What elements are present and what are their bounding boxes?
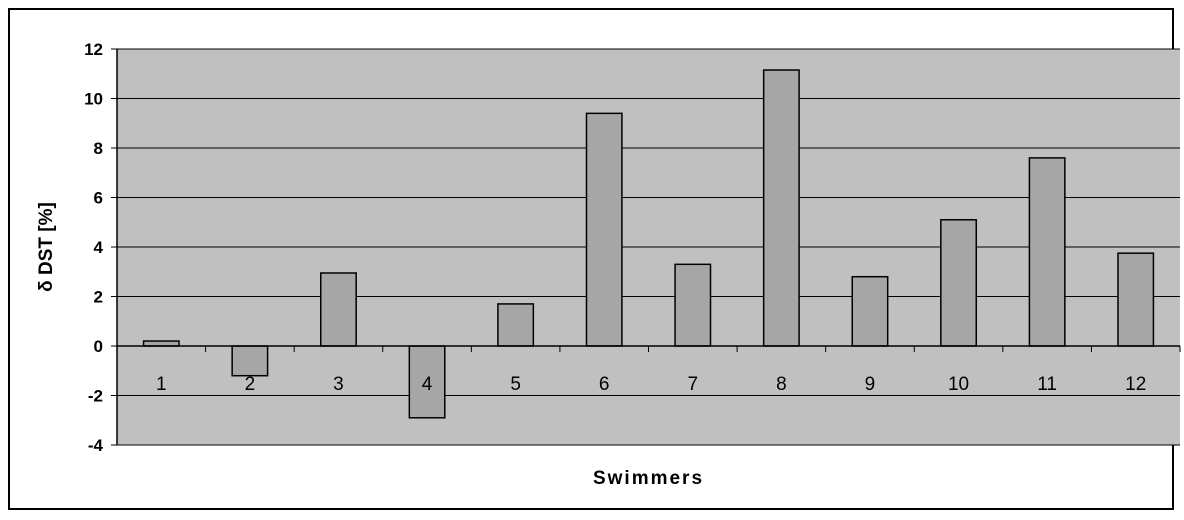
bar	[940, 219, 978, 347]
y-tick-label: 12	[84, 40, 103, 59]
bar	[674, 263, 712, 347]
bar	[851, 275, 889, 347]
y-tick-label: -4	[88, 436, 104, 455]
x-tick-label: 9	[865, 374, 876, 395]
y-axis-ticks: -4 -2 0 2 4 6 8 10 12	[84, 40, 117, 455]
bar	[762, 69, 800, 347]
x-axis-ticks	[116, 346, 1181, 352]
y-tick-label: 4	[94, 238, 104, 257]
category-labels: 1 2 3 4 5 6 7 8 9 10 11 12	[156, 374, 1146, 395]
x-tick-label: 11	[1037, 374, 1057, 395]
bar	[231, 345, 269, 377]
x-tick-label: 2	[245, 374, 256, 395]
x-tick-label: 12	[1125, 374, 1146, 395]
x-axis-title: Swimmers	[593, 468, 704, 489]
bar	[1117, 252, 1155, 347]
x-tick-label: 1	[156, 374, 167, 395]
y-tick-label: 8	[94, 139, 103, 158]
x-tick-label: 3	[333, 374, 344, 395]
bar	[585, 112, 623, 347]
x-tick-label: 4	[422, 374, 433, 395]
y-axis-title: δ DST [%]	[36, 202, 57, 292]
y-tick-label: 2	[94, 288, 103, 307]
x-tick-label: 10	[948, 374, 969, 395]
y-tick-label: -2	[88, 387, 103, 406]
bar	[1028, 157, 1066, 347]
bar	[319, 272, 357, 347]
x-tick-label: 5	[510, 374, 521, 395]
bar	[408, 345, 446, 419]
y-tick-label: 0	[94, 337, 103, 356]
x-tick-label: 6	[599, 374, 610, 395]
y-tick-label: 6	[94, 189, 103, 208]
bar	[497, 303, 535, 347]
y-tick-label: 10	[84, 90, 103, 109]
x-tick-label: 7	[688, 374, 699, 395]
x-tick-label: 8	[776, 374, 787, 395]
